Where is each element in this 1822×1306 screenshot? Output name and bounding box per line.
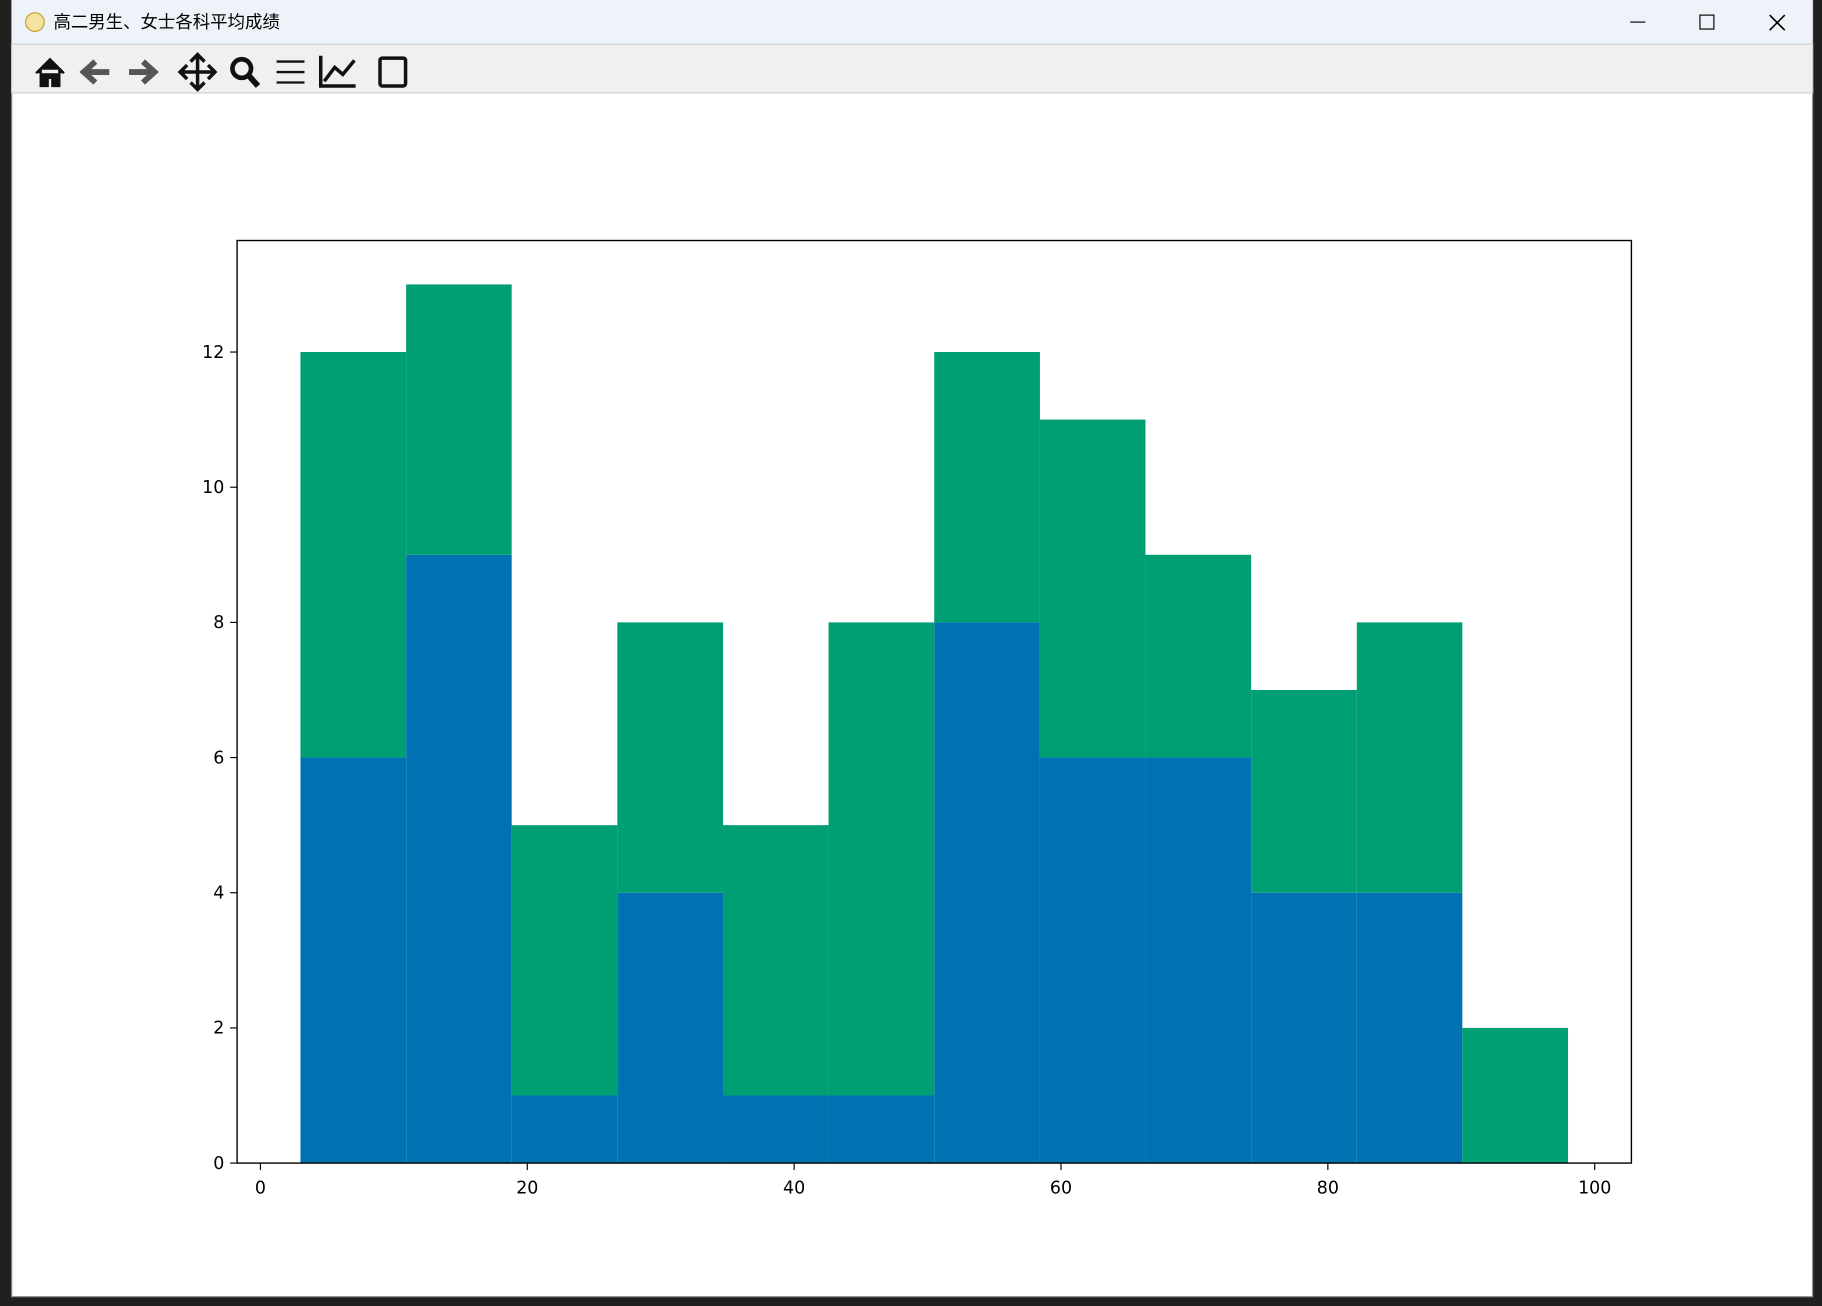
zoom-handle <box>246 73 261 88</box>
histogram-bar <box>1145 757 1252 1164</box>
histogram-bar <box>511 825 618 1096</box>
histogram-bar <box>617 622 724 893</box>
histogram-bar <box>406 554 512 1164</box>
histogram-bar <box>511 1095 618 1164</box>
y-tick-label: 4 <box>213 884 224 904</box>
x-tick-label: 0 <box>255 1178 266 1198</box>
histogram-bar <box>1039 757 1146 1164</box>
histogram-bar <box>828 1095 935 1164</box>
x-tick-label: 40 <box>783 1178 805 1198</box>
toolbar <box>11 43 1814 94</box>
histogram-bar <box>828 622 935 1096</box>
back-button[interactable] <box>79 59 110 85</box>
y-tick-label: 10 <box>202 478 224 498</box>
app-icon <box>25 12 45 32</box>
y-tick-label: 6 <box>213 748 224 768</box>
x-tick-label: 20 <box>516 1178 538 1198</box>
y-tick-label: 0 <box>213 1154 224 1174</box>
y-tick-label: 12 <box>202 343 224 363</box>
save-button[interactable] <box>378 56 408 88</box>
histogram-bar <box>1462 1027 1569 1164</box>
y-tick-label: 8 <box>213 613 224 633</box>
x-tick-label: 80 <box>1317 1178 1339 1198</box>
histogram-bar <box>300 757 407 1164</box>
close-button[interactable] <box>1769 14 1786 31</box>
histogram-bar <box>406 284 512 555</box>
home-button[interactable] <box>35 57 65 88</box>
y-tick-label: 2 <box>213 1019 224 1039</box>
maximize-button[interactable] <box>1699 14 1715 30</box>
histogram-bar <box>723 1095 829 1164</box>
window-title: 高二男生、女士各科平均成绩 <box>54 13 280 33</box>
histogram-bar <box>1039 419 1146 758</box>
histogram-bar <box>1251 689 1357 893</box>
histogram-bar <box>1356 892 1463 1164</box>
histogram-bar <box>300 352 407 758</box>
zoom-button[interactable] <box>230 56 254 81</box>
x-tick-label: 100 <box>1578 1178 1611 1198</box>
plot-area: 0 20 40 60 80 100 0 2 4 6 8 10 12 <box>202 239 1633 1198</box>
axes-frame <box>236 239 1633 1164</box>
forward-button[interactable] <box>129 59 159 85</box>
pan-button[interactable] <box>177 52 218 92</box>
edit-button[interactable] <box>319 55 356 88</box>
histogram-bar <box>1251 892 1357 1164</box>
histogram-bar <box>1356 622 1463 893</box>
title-bar <box>11 0 1813 45</box>
histogram-bar <box>617 892 724 1164</box>
histogram-bar <box>934 352 1040 623</box>
histogram-bar <box>723 825 829 1096</box>
histogram-bar <box>934 622 1040 1164</box>
x-tick-label: 60 <box>1050 1178 1072 1198</box>
histogram-bar <box>1145 554 1252 758</box>
configure-button[interactable] <box>276 60 305 84</box>
